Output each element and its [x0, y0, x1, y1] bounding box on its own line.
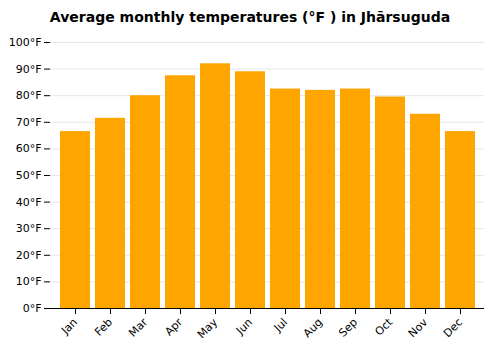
svg-text:Jul: Jul [271, 316, 290, 335]
svg-text:Nov: Nov [406, 315, 431, 340]
svg-text:90°F: 90°F [16, 63, 42, 76]
svg-text:100°F: 100°F [9, 36, 42, 49]
svg-text:Dec: Dec [441, 316, 465, 340]
svg-text:0°F: 0°F [23, 302, 42, 315]
svg-text:50°F: 50°F [16, 169, 42, 182]
svg-text:30°F: 30°F [16, 222, 42, 235]
svg-text:Aug: Aug [301, 316, 325, 340]
html-text:Average monthly temperatures (: Average monthly temperatures (°F ) in Jh… [49, 9, 451, 25]
svg-text:Sep: Sep [336, 316, 360, 340]
svg-text:Jun: Jun [233, 316, 255, 338]
svg-text:70°F: 70°F [16, 116, 42, 129]
svg-text:May: May [195, 315, 221, 341]
svg-text:20°F: 20°F [16, 249, 42, 262]
svg-text:80°F: 80°F [16, 89, 42, 102]
svg-text:Jan: Jan [58, 316, 80, 338]
svg-text:Mar: Mar [126, 315, 150, 339]
svg-text:Oct: Oct [372, 315, 395, 338]
svg-text:Feb: Feb [92, 316, 115, 339]
svg-text:40°F: 40°F [16, 196, 42, 209]
svg-text:60°F: 60°F [16, 142, 42, 155]
svg-text:Apr: Apr [162, 315, 185, 338]
svg-text:10°F: 10°F [16, 275, 42, 288]
